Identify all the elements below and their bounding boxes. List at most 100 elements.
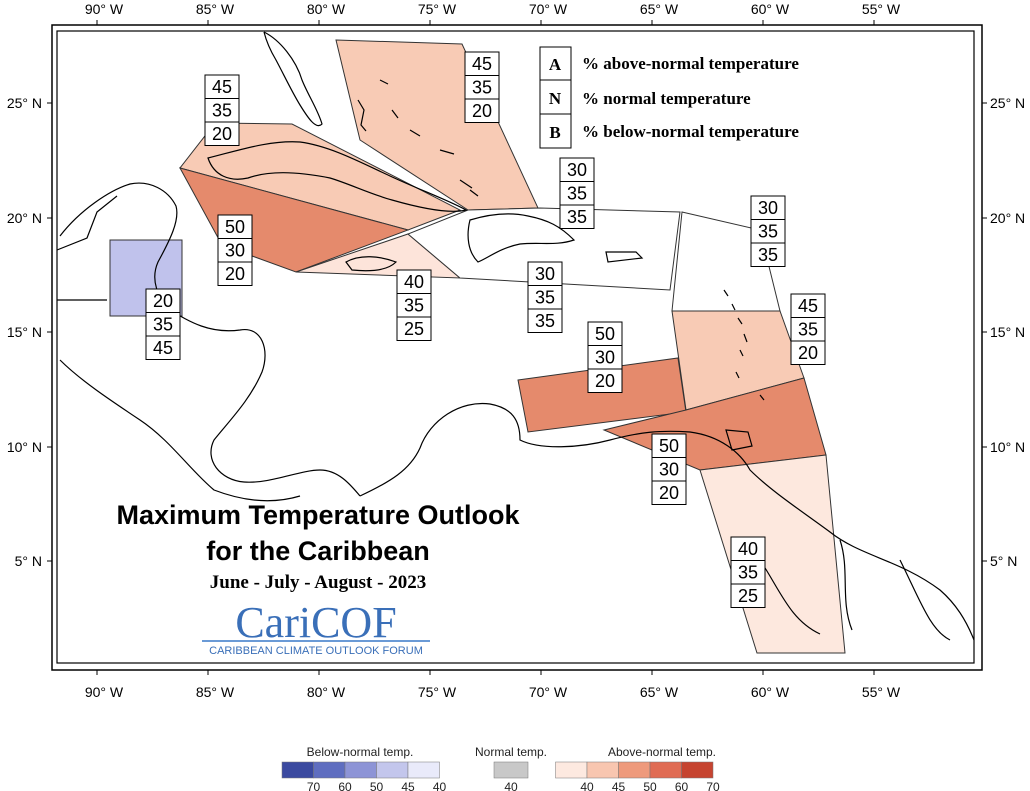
prob-value-b: 35 [758, 245, 778, 265]
left-axis-label: 20° N [7, 210, 42, 226]
legend-below-tick: 70 [307, 780, 321, 791]
prob-value-a: 45 [472, 54, 492, 74]
legend-normal-tick: 40 [504, 780, 518, 791]
prob-box-bahamas: 45 35 20 [464, 51, 500, 123]
right-axis-label: 20° N [990, 210, 1025, 226]
prob-value-a: 30 [535, 264, 555, 284]
map-frame [51, 24, 983, 671]
legend-normal-swatch: 40 [493, 761, 529, 791]
right-axis-label: 25° N [990, 95, 1025, 111]
top-axis-label: 90° W [85, 1, 124, 17]
left-axis-label: 25° N [7, 95, 42, 111]
prob-box-windwards: 45 35 20 [790, 293, 826, 365]
top-axis-label: 85° W [196, 1, 235, 17]
prob-box-cuba: 45 35 20 [204, 74, 240, 146]
prob-value-a: 40 [404, 272, 424, 292]
prob-value-a: 40 [738, 539, 758, 559]
map-season: June - July - August - 2023 [210, 572, 426, 593]
left-axis-label: 15° N [7, 324, 42, 340]
legend-below-swatch [407, 761, 440, 779]
bottom-axis-label: 80° W [307, 684, 346, 700]
top-axis-label: 60° W [751, 1, 790, 17]
legend-normal-title: Normal temp. [475, 745, 547, 759]
prob-value-n: 35 [404, 296, 424, 316]
right-axis-label: 10° N [990, 439, 1025, 455]
legend-above-tick: 40 [580, 780, 594, 791]
legend-below-title: Below-normal temp. [307, 745, 414, 759]
prob-box-guianas: 40 35 25 [730, 536, 766, 608]
prob-value-n: 30 [595, 348, 615, 368]
prob-value-n: 35 [212, 101, 232, 121]
bottom-axis-label: 65° W [640, 684, 679, 700]
prob-value-a: 45 [212, 77, 232, 97]
probability-boxes: 45 35 20 45 35 20 50 30 20 20 35 45 40 35 25 30 35 35 30 35… [145, 51, 826, 608]
abn-key: A N B % above-normal temperature % norma… [539, 46, 799, 149]
top-axis-label: 70° W [529, 1, 568, 17]
top-axis-label: 55° W [862, 1, 901, 17]
prob-box-northern-leewards: 30 35 35 [750, 195, 786, 267]
legend-above-swatch [586, 761, 619, 779]
bottom-axis-label: 90° W [85, 684, 124, 700]
prob-value-b: 25 [404, 319, 424, 339]
prob-value-n: 35 [472, 78, 492, 98]
prob-cell [217, 261, 253, 286]
map-title-line2: for the Caribbean [206, 536, 430, 566]
map-title-line1: Maximum Temperature Outlook [116, 500, 520, 530]
legend-above-swatch [681, 761, 714, 779]
prob-cell [730, 583, 766, 608]
key-text: % above-normal temperature [582, 54, 799, 73]
prob-value-n: 30 [225, 241, 245, 261]
caricof-logo-subtitle: CARIBBEAN CLIMATE OUTLOOK FORUM [209, 645, 423, 657]
prob-box-jamaica: 40 35 25 [396, 269, 432, 341]
legend-above-tick: 50 [643, 780, 657, 791]
prob-box-cayman-western: 50 30 20 [217, 214, 253, 286]
left-axis-label: 10° N [7, 439, 42, 455]
key-letter: N [549, 89, 562, 108]
top-axis-label: 80° W [307, 1, 346, 17]
legend-below-tick: 50 [370, 780, 384, 791]
prob-cell [559, 204, 595, 229]
bottom-axis-label: 55° W [862, 684, 901, 700]
prob-cell [396, 316, 432, 341]
prob-cell [790, 340, 826, 365]
prob-cell [204, 121, 240, 146]
legend-above-tick: 70 [706, 780, 720, 791]
prob-cell [750, 242, 786, 267]
prob-value-b: 45 [153, 338, 173, 358]
bottom-axis-label: 75° W [418, 684, 457, 700]
top-axis-label: 65° W [640, 1, 679, 17]
bottom-axis-label: 85° W [196, 684, 235, 700]
zone-hispaniola [407, 207, 681, 291]
key-text: % below-normal temperature [582, 122, 799, 141]
key-letter: B [549, 123, 560, 142]
prob-value-a: 50 [595, 324, 615, 344]
legend-above-tick: 45 [612, 780, 626, 791]
legend-above-title: Above-normal temp. [608, 745, 716, 759]
key-text: % normal temperature [582, 89, 751, 108]
prob-value-n: 30 [659, 460, 679, 480]
legend-above-swatches: 40 45 50 60 70 [555, 761, 720, 791]
prob-cell [464, 98, 500, 123]
prob-box-trinidad-guyana: 50 30 20 [651, 433, 687, 505]
legend-below-swatch [344, 761, 377, 779]
prob-cell [145, 335, 181, 360]
legend-below-tick: 45 [401, 780, 415, 791]
prob-value-n: 35 [738, 563, 758, 583]
left-axis-label: 5° N [15, 553, 42, 569]
prob-value-a: 30 [567, 160, 587, 180]
map-inner-frame [56, 30, 975, 664]
legend-below-swatch [376, 761, 409, 779]
prob-value-n: 35 [535, 288, 555, 308]
prob-value-b: 25 [738, 586, 758, 606]
prob-box-belize: 20 35 45 [145, 288, 181, 360]
prob-cell [527, 308, 563, 333]
prob-value-a: 20 [153, 291, 173, 311]
top-axis-label: 75° W [418, 1, 457, 17]
legend-below-tick: 40 [433, 780, 447, 791]
legend-below-swatches: 70 60 50 45 40 [281, 761, 447, 791]
legend-normal-swatch-rect [493, 761, 529, 779]
legend-above-swatch [555, 761, 588, 779]
bottom-axis-label: 60° W [751, 684, 790, 700]
axis-ticks [47, 20, 987, 675]
prob-cell [587, 368, 623, 393]
